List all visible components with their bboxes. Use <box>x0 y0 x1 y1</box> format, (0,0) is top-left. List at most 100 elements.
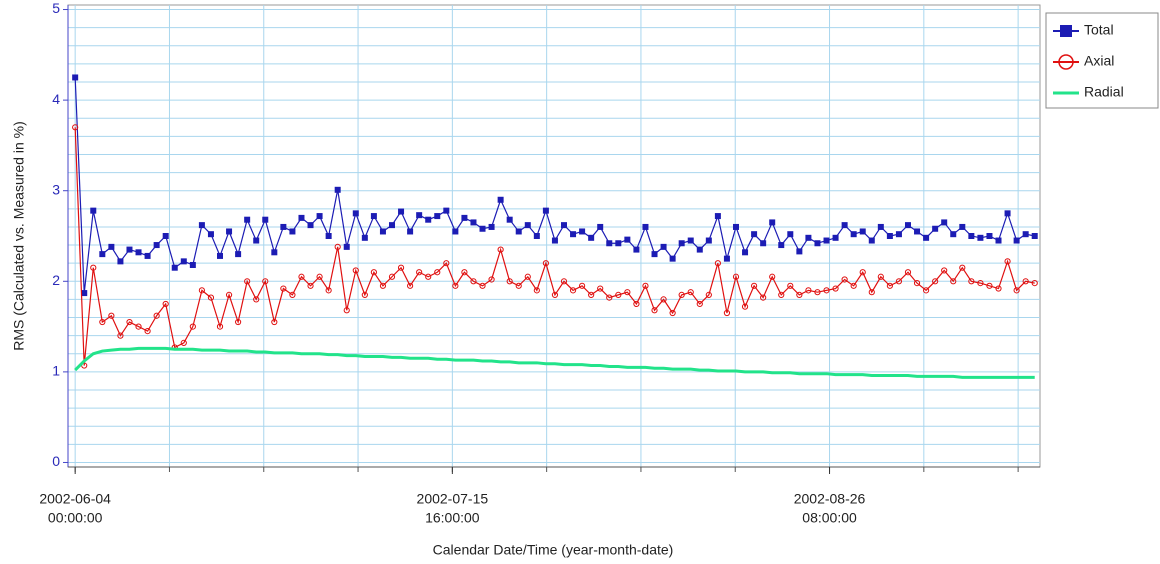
point <box>778 291 785 298</box>
point <box>705 237 712 244</box>
point <box>307 282 314 289</box>
point <box>325 287 332 294</box>
series-layer <box>72 74 1038 379</box>
point <box>868 289 875 296</box>
legend-marker <box>1058 54 1074 70</box>
point <box>470 219 477 226</box>
series-line <box>74 127 1035 366</box>
point <box>832 285 839 292</box>
point <box>769 219 776 226</box>
point <box>977 280 984 287</box>
point <box>316 273 323 280</box>
point <box>750 282 758 289</box>
point <box>742 249 749 256</box>
point <box>352 210 359 217</box>
point <box>99 251 106 258</box>
point <box>877 223 884 230</box>
point <box>298 273 305 280</box>
point <box>660 243 667 250</box>
point <box>533 233 540 239</box>
point <box>1004 258 1011 265</box>
point <box>1022 231 1029 238</box>
point <box>153 312 160 319</box>
point <box>108 312 115 319</box>
point <box>950 278 957 285</box>
point <box>904 222 911 229</box>
point <box>1022 278 1029 285</box>
point <box>669 255 676 262</box>
point <box>732 223 739 230</box>
point <box>334 243 341 250</box>
point <box>253 296 260 303</box>
point <box>787 282 794 289</box>
point <box>488 276 495 283</box>
point <box>216 323 224 330</box>
point <box>542 207 549 214</box>
point <box>334 186 341 193</box>
point <box>198 287 205 294</box>
point <box>959 223 966 230</box>
point <box>751 231 758 238</box>
point <box>950 231 957 238</box>
point <box>606 240 613 247</box>
point <box>922 287 930 294</box>
point <box>1004 210 1011 217</box>
point <box>361 291 368 298</box>
point <box>307 222 314 229</box>
point <box>913 280 921 287</box>
point <box>687 237 694 244</box>
point <box>642 282 649 289</box>
point <box>117 258 124 265</box>
point <box>81 290 88 297</box>
point <box>850 231 857 238</box>
point <box>995 285 1002 292</box>
point <box>425 273 432 280</box>
point <box>198 222 205 229</box>
x-axis-label: Calendar Date/Time (year-month-date) <box>433 542 674 558</box>
y-tick-label: 3 <box>52 181 60 197</box>
point <box>289 291 296 298</box>
point <box>941 267 948 274</box>
point <box>416 212 423 219</box>
point <box>723 309 731 317</box>
point <box>678 240 685 247</box>
point <box>714 260 721 267</box>
point <box>443 207 450 214</box>
point <box>398 208 405 215</box>
point <box>832 234 839 241</box>
point <box>225 291 233 298</box>
point <box>90 207 97 214</box>
point <box>189 323 196 330</box>
point <box>796 248 803 255</box>
point <box>859 269 866 276</box>
point <box>624 289 631 296</box>
y-tick-label: 0 <box>52 453 60 469</box>
point <box>289 228 296 235</box>
point <box>153 242 160 249</box>
point <box>805 234 812 241</box>
point <box>407 282 414 289</box>
point <box>434 213 441 220</box>
point <box>343 243 350 250</box>
point <box>217 252 224 259</box>
point <box>1031 280 1038 287</box>
point <box>207 231 214 238</box>
point <box>805 287 812 294</box>
point <box>253 237 260 244</box>
point <box>651 307 658 314</box>
point <box>479 225 486 232</box>
point <box>397 264 405 271</box>
point <box>560 222 567 229</box>
point <box>588 291 595 298</box>
point <box>180 258 187 265</box>
point <box>325 233 332 239</box>
point <box>932 225 939 232</box>
y-tick-label: 5 <box>52 0 60 16</box>
point <box>162 300 169 308</box>
point <box>569 287 577 294</box>
point <box>606 294 613 301</box>
point <box>425 216 432 223</box>
point <box>551 291 559 298</box>
point <box>968 233 975 239</box>
point <box>352 267 359 274</box>
